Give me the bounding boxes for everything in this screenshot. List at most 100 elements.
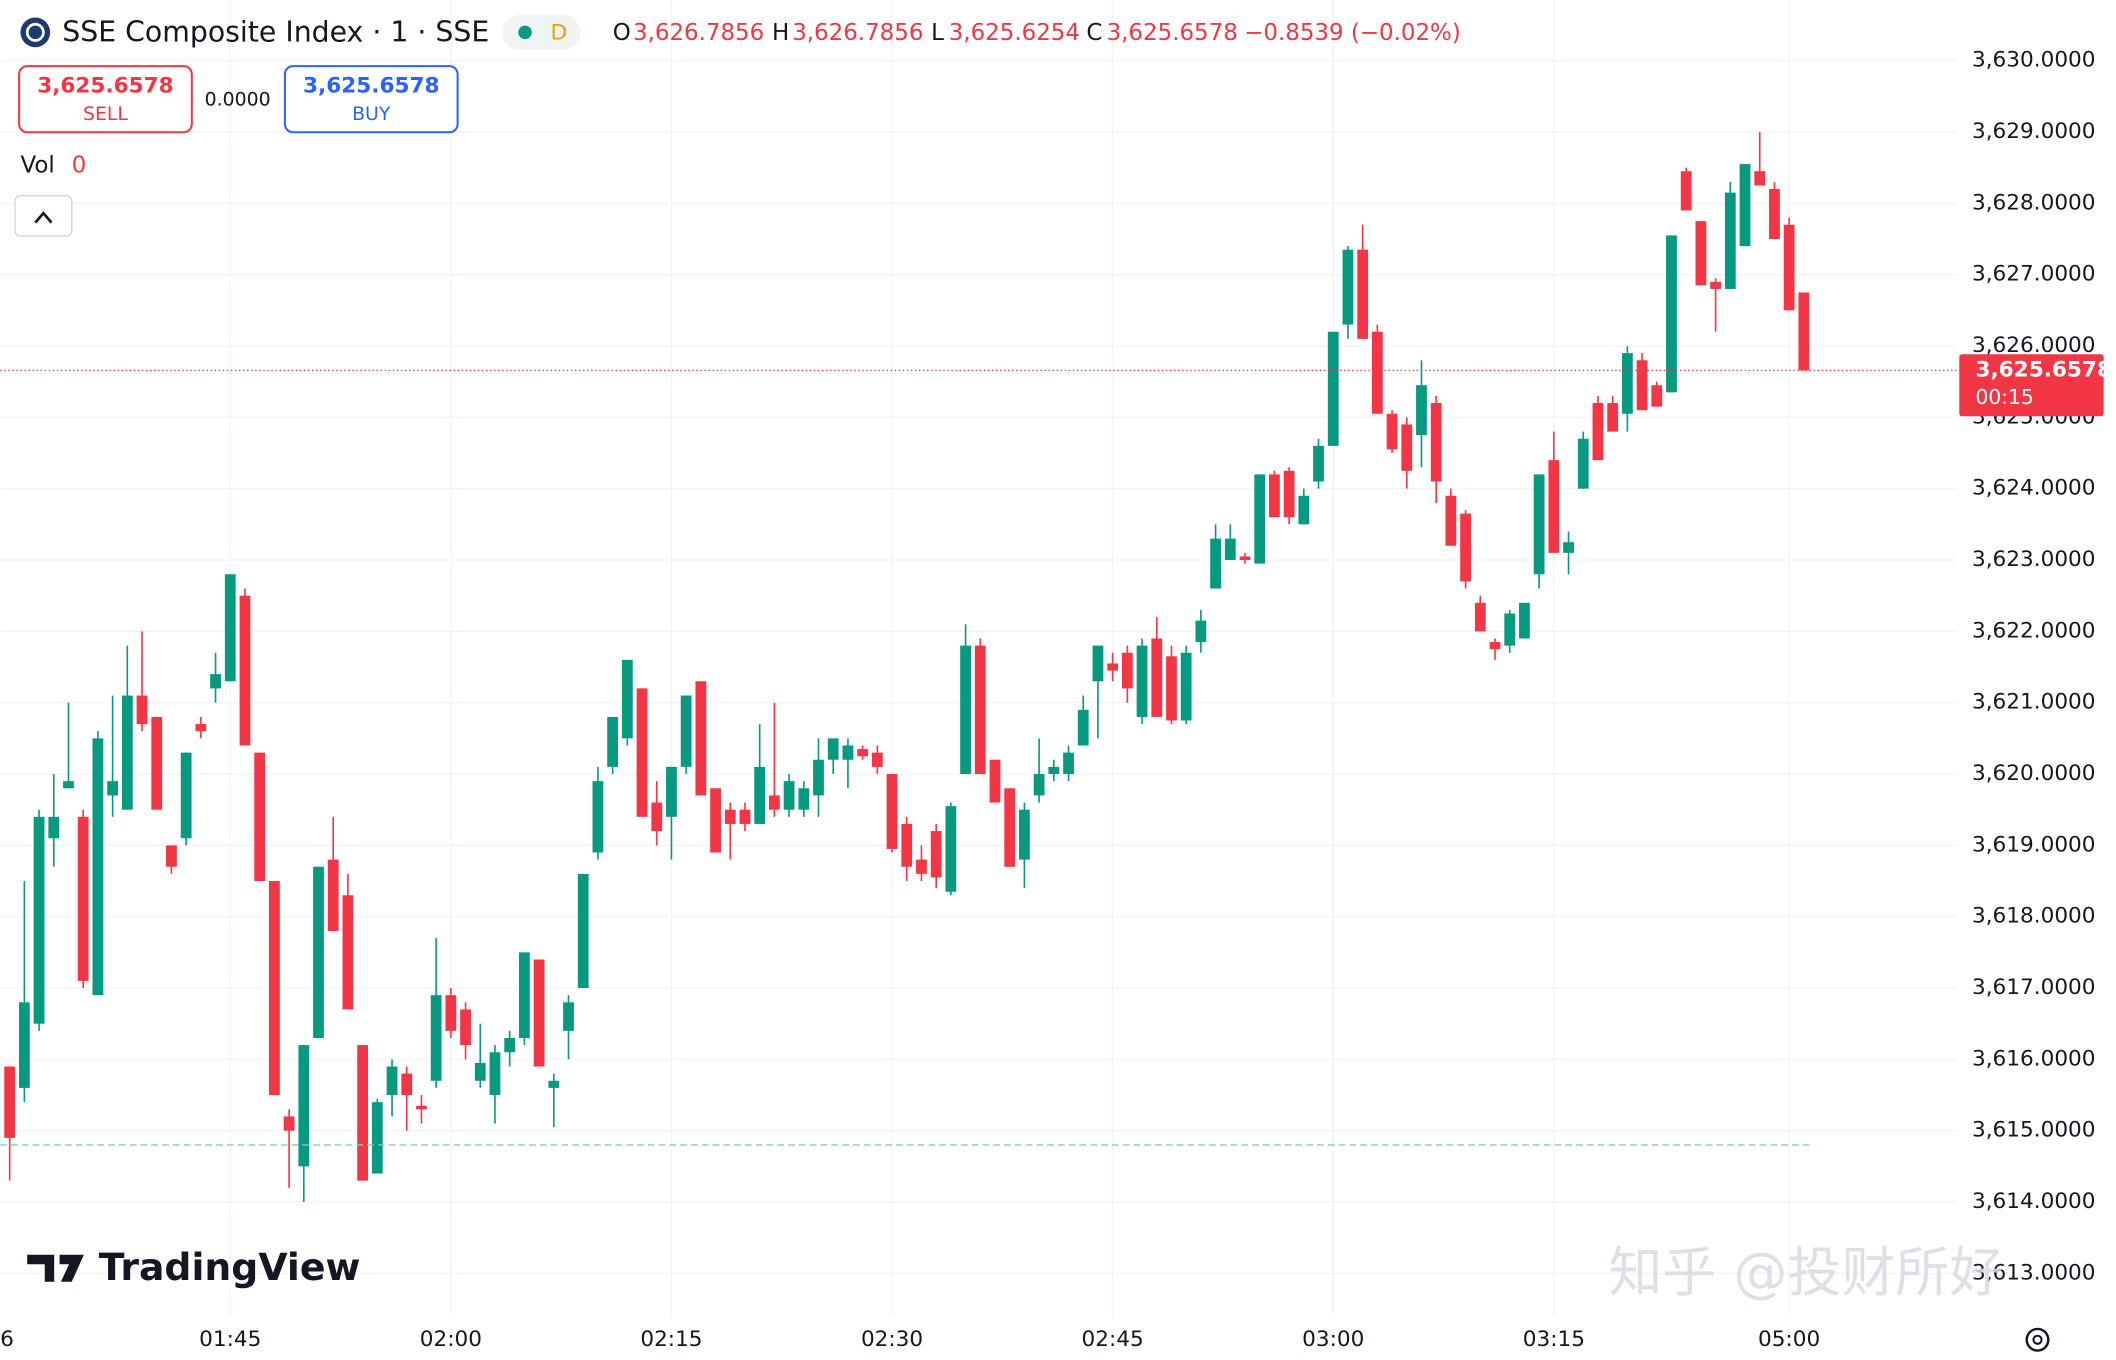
watermark: 知乎 @投财所好 xyxy=(1608,1241,2003,1304)
x-tick-label: 03:15 xyxy=(1523,1327,1585,1352)
chevron-icon xyxy=(34,211,53,224)
ohlc-value: 3,625.6578 xyxy=(1107,20,1238,46)
candle-body xyxy=(798,788,810,810)
volume-label: Vol xyxy=(20,152,54,178)
x-tick-label: 6 xyxy=(0,1327,14,1352)
candle-body xyxy=(195,724,207,732)
candle-body xyxy=(1519,602,1530,639)
candle-body xyxy=(136,695,148,725)
candle-body xyxy=(857,749,869,757)
candle-body xyxy=(1107,663,1119,671)
candle-body xyxy=(974,645,986,775)
grid xyxy=(0,0,1957,1316)
candle-body xyxy=(1798,292,1810,371)
candle-body xyxy=(1283,470,1295,518)
candle-body xyxy=(651,802,663,832)
interval-badge: D xyxy=(550,21,567,46)
logo-icon xyxy=(27,1254,84,1282)
candle-body xyxy=(1210,538,1221,589)
candle-body xyxy=(1269,474,1280,518)
candle-body xyxy=(886,774,898,849)
status-dot xyxy=(518,25,532,40)
candle-body xyxy=(518,952,530,1038)
sell-button[interactable] xyxy=(18,65,193,134)
badge[interactable] xyxy=(502,14,581,50)
ohlc-label: O xyxy=(613,20,631,46)
candle-body xyxy=(1298,495,1310,525)
spread: 0.0000 xyxy=(205,88,271,110)
symbol-icon-ring xyxy=(25,22,45,42)
candle-body xyxy=(283,1116,295,1131)
candle-body xyxy=(710,788,721,853)
candle-body xyxy=(1695,221,1707,286)
settings-icon[interactable] xyxy=(2025,1327,2050,1352)
candle-body xyxy=(327,859,339,931)
candle-body xyxy=(298,1045,310,1167)
candle-body xyxy=(386,1066,398,1096)
candle-body xyxy=(783,781,795,810)
price-label-bg xyxy=(1959,354,2104,417)
candle-body xyxy=(1724,192,1736,289)
x-tick-label: 01:45 xyxy=(199,1327,261,1352)
candle-body xyxy=(48,816,60,839)
ohlc-label: C xyxy=(1086,20,1102,46)
x-tick-label: 02:30 xyxy=(861,1327,923,1352)
y-tick-label: 3,620.0000 xyxy=(1972,761,2096,786)
price-label: 3,625.6578 xyxy=(1975,357,2112,382)
candle-body xyxy=(1666,235,1677,393)
axes: 3,613.0000 3,614.0000 3,615.0000 3,616.0000… xyxy=(0,48,2112,1352)
candle-body xyxy=(1166,656,1177,721)
y-tick-label: 3,629.0000 xyxy=(1972,119,2096,144)
sell-label: SELL xyxy=(83,103,128,125)
candle-body xyxy=(739,809,751,824)
candle-body xyxy=(313,866,324,1038)
candle-body xyxy=(1548,460,1560,553)
candle-body xyxy=(1680,171,1692,211)
y-tick-label: 3,627.0000 xyxy=(1972,262,2096,287)
candle-body xyxy=(1136,645,1148,717)
ohlc-value: 3,626.7856 xyxy=(633,20,764,46)
candle-body xyxy=(680,695,692,767)
candle-body xyxy=(1151,638,1163,717)
y-tick-label: 3,623.0000 xyxy=(1972,547,2096,572)
candle-body xyxy=(695,681,707,796)
candle-body xyxy=(989,759,1001,803)
ohlc-label: H xyxy=(772,20,789,46)
collapse-button[interactable] xyxy=(14,194,73,237)
candle-body xyxy=(1651,385,1663,407)
candle-body xyxy=(1195,620,1207,643)
y-tick-label: 3,628.0000 xyxy=(1972,190,2096,215)
candle-body xyxy=(1710,281,1721,289)
candle-body xyxy=(460,1009,471,1046)
candle-body xyxy=(254,752,266,882)
candle-body xyxy=(474,1062,486,1081)
candle-body xyxy=(754,766,766,824)
y-tick-label: 3,614.0000 xyxy=(1972,1189,2096,1214)
candle-body xyxy=(769,795,780,810)
candle-body xyxy=(916,859,927,874)
symbol-title[interactable]: SSE Composite Index · 1 · SSE xyxy=(62,16,489,49)
buy-button[interactable] xyxy=(283,65,459,134)
y-tick-label: 3,622.0000 xyxy=(1972,618,2096,643)
candle-body xyxy=(1342,249,1354,325)
candle-body xyxy=(1004,788,1016,867)
candle-body xyxy=(121,695,133,810)
candle-body xyxy=(1416,385,1427,436)
x-tick-label: 02:00 xyxy=(420,1327,482,1352)
candle-body xyxy=(342,895,354,1010)
candle-body xyxy=(504,1037,516,1053)
candle-body xyxy=(107,781,119,796)
ohlc-label: L xyxy=(931,20,944,46)
ohlc-value: 3,626.7856 xyxy=(792,20,923,46)
candle-body xyxy=(166,845,177,867)
candle-body xyxy=(4,1066,16,1138)
settings-icon-center xyxy=(2032,1334,2043,1345)
candle-body xyxy=(842,745,854,760)
candle-body xyxy=(666,766,677,817)
candle-body xyxy=(1048,766,1060,775)
candle-body xyxy=(621,659,633,739)
y-tick-label: 3,618.0000 xyxy=(1972,904,2096,929)
x-tick-label: 03:00 xyxy=(1302,1327,1364,1352)
candle-body xyxy=(1239,556,1251,561)
